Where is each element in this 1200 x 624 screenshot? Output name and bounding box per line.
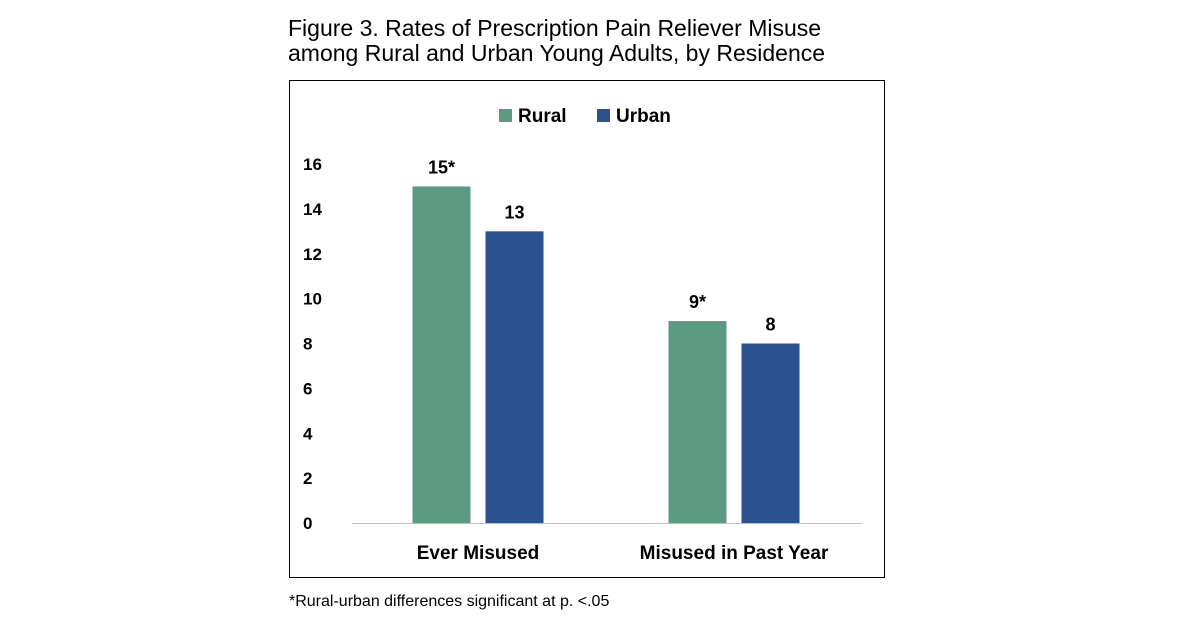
y-tick-label: 10 (303, 290, 322, 309)
chart-title-line-2: among Rural and Urban Young Adults, by R… (288, 40, 826, 66)
y-tick-label: 0 (303, 514, 312, 533)
legend-swatch-urban (597, 109, 610, 122)
x-category-label: Misused in Past Year (640, 543, 829, 564)
y-tick-label: 12 (303, 245, 322, 264)
data-label: 13 (504, 202, 524, 222)
data-label: 9* (689, 292, 706, 312)
y-tick-label: 14 (303, 200, 322, 219)
y-tick-label: 2 (303, 469, 312, 488)
data-label: 8 (765, 315, 775, 335)
bar-urban-2 (741, 343, 800, 523)
legend-swatch-rural (499, 109, 512, 122)
bar-urban-1 (485, 231, 544, 523)
y-tick-label: 8 (303, 335, 312, 354)
y-tick-label: 16 (303, 155, 322, 174)
legend-label-rural: Rural (518, 106, 567, 127)
bar-rural-1 (412, 186, 471, 523)
y-tick-label: 6 (303, 379, 312, 398)
chart-frame (289, 80, 885, 578)
data-label: 15* (428, 157, 455, 177)
y-tick-label: 4 (303, 424, 313, 443)
legend-label-urban: Urban (616, 106, 671, 127)
x-category-label: Ever Misused (417, 543, 540, 564)
footnote: *Rural-urban differences significant at … (289, 593, 610, 610)
chart-title-line-1: Figure 3. Rates of Prescription Pain Rel… (288, 15, 822, 41)
bar-rural-2 (668, 321, 727, 523)
chart-title: Figure 3. Rates of Prescription Pain Rel… (288, 16, 825, 66)
